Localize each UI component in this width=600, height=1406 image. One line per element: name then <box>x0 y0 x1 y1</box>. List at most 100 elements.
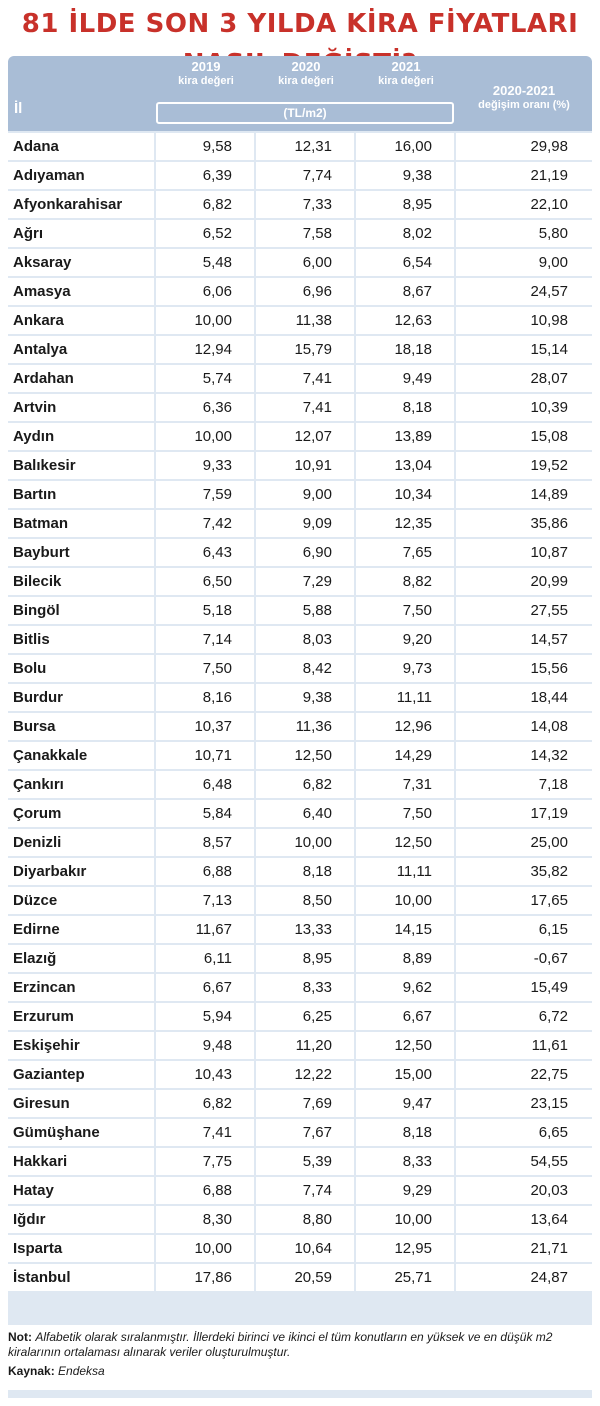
table-row: Burdur 8,16 9,38 11,11 18,44 <box>8 683 592 712</box>
cell-2020: 8,42 <box>256 655 354 682</box>
cell-il: Çorum <box>8 800 154 827</box>
cell-change: 23,15 <box>456 1090 592 1117</box>
cell-change: 24,87 <box>456 1264 592 1291</box>
cell-2020: 7,74 <box>256 1177 354 1204</box>
cell-2019: 6,11 <box>156 945 254 972</box>
footer-source: Kaynak: Endeksa <box>8 1364 592 1379</box>
cell-change: 10,87 <box>456 539 592 566</box>
cell-2019: 5,84 <box>156 800 254 827</box>
cell-il: Bolu <box>8 655 154 682</box>
cell-2020: 10,64 <box>256 1235 354 1262</box>
cell-2021: 9,62 <box>356 974 454 1001</box>
table-row: Batman 7,42 9,09 12,35 35,86 <box>8 509 592 538</box>
table-row: Denizli 8,57 10,00 12,50 25,00 <box>8 828 592 857</box>
cell-change: 5,80 <box>456 220 592 247</box>
cell-il: Erzincan <box>8 974 154 1001</box>
cell-2020: 6,25 <box>256 1003 354 1030</box>
table-row: Çanakkale 10,71 12,50 14,29 14,32 <box>8 741 592 770</box>
cell-2020: 6,96 <box>256 278 354 305</box>
table-row: Adana 9,58 12,31 16,00 29,98 <box>8 132 592 161</box>
cell-il: Aydın <box>8 423 154 450</box>
table-row: Elazığ 6,11 8,95 8,89 -0,67 <box>8 944 592 973</box>
table-row: Aydın 10,00 12,07 13,89 15,08 <box>8 422 592 451</box>
table-row: Eskişehir 9,48 11,20 12,50 11,61 <box>8 1031 592 1060</box>
cell-il: Aksaray <box>8 249 154 276</box>
cell-2021: 8,67 <box>356 278 454 305</box>
cell-change: 14,32 <box>456 742 592 769</box>
table-row: Iğdır 8,30 8,80 10,00 13,64 <box>8 1205 592 1234</box>
table-row: Balıkesir 9,33 10,91 13,04 19,52 <box>8 451 592 480</box>
cell-2021: 16,00 <box>356 133 454 160</box>
footer-note: Not: Alfabetik olarak sıralanmıştır. İll… <box>8 1330 592 1360</box>
cell-il: Çanakkale <box>8 742 154 769</box>
cell-2021: 18,18 <box>356 336 454 363</box>
cell-il: Denizli <box>8 829 154 856</box>
cell-change: 25,00 <box>456 829 592 856</box>
cell-change: 20,99 <box>456 568 592 595</box>
cell-2020: 7,29 <box>256 568 354 595</box>
cell-2021: 7,50 <box>356 597 454 624</box>
cell-2021: 14,29 <box>356 742 454 769</box>
cell-2020: 7,58 <box>256 220 354 247</box>
cell-il: Bursa <box>8 713 154 740</box>
cell-2019: 6,48 <box>156 771 254 798</box>
cell-change: 9,00 <box>456 249 592 276</box>
cell-2021: 9,47 <box>356 1090 454 1117</box>
cell-il: Gümüşhane <box>8 1119 154 1146</box>
cell-2019: 7,42 <box>156 510 254 537</box>
cell-2020: 5,39 <box>256 1148 354 1175</box>
cell-2020: 7,67 <box>256 1119 354 1146</box>
cell-il: Giresun <box>8 1090 154 1117</box>
cell-2019: 7,75 <box>156 1148 254 1175</box>
cell-2020: 12,31 <box>256 133 354 160</box>
source-text: Endeksa <box>58 1364 105 1378</box>
cell-2021: 13,04 <box>356 452 454 479</box>
cell-il: Diyarbakır <box>8 858 154 885</box>
cell-2021: 9,38 <box>356 162 454 189</box>
cell-2019: 6,52 <box>156 220 254 247</box>
cell-2019: 6,88 <box>156 1177 254 1204</box>
cell-il: Burdur <box>8 684 154 711</box>
header-2020-year: 2020 <box>291 59 321 74</box>
cell-il: Hatay <box>8 1177 154 1204</box>
table-row: Hakkari 7,75 5,39 8,33 54,55 <box>8 1147 592 1176</box>
cell-2020: 8,80 <box>256 1206 354 1233</box>
cell-2020: 15,79 <box>256 336 354 363</box>
cell-2020: 11,38 <box>256 307 354 334</box>
header-change: 2020-2021 değişim oranı (%) <box>456 84 592 112</box>
cell-il: Batman <box>8 510 154 537</box>
cell-il: Adıyaman <box>8 162 154 189</box>
table-row: İstanbul 17,86 20,59 25,71 24,87 <box>8 1263 592 1292</box>
cell-2019: 6,67 <box>156 974 254 1001</box>
cell-2019: 11,67 <box>156 916 254 943</box>
table-row: Artvin 6,36 7,41 8,18 10,39 <box>8 393 592 422</box>
cell-2020: 12,50 <box>256 742 354 769</box>
cell-change: 14,57 <box>456 626 592 653</box>
table-row: Ağrı 6,52 7,58 8,02 5,80 <box>8 219 592 248</box>
table-row: Düzce 7,13 8,50 10,00 17,65 <box>8 886 592 915</box>
cell-2019: 10,00 <box>156 307 254 334</box>
table-row: Ardahan 5,74 7,41 9,49 28,07 <box>8 364 592 393</box>
cell-change: 13,64 <box>456 1206 592 1233</box>
table-row: Bursa 10,37 11,36 12,96 14,08 <box>8 712 592 741</box>
table-row: Hatay 6,88 7,74 9,29 20,03 <box>8 1176 592 1205</box>
cell-2020: 5,88 <box>256 597 354 624</box>
cell-2021: 7,50 <box>356 800 454 827</box>
cell-2021: 12,96 <box>356 713 454 740</box>
cell-2019: 12,94 <box>156 336 254 363</box>
cell-2019: 9,33 <box>156 452 254 479</box>
cell-2020: 11,20 <box>256 1032 354 1059</box>
cell-2020: 7,41 <box>256 394 354 421</box>
cell-il: Adana <box>8 133 154 160</box>
cell-2021: 10,00 <box>356 887 454 914</box>
table-row: Afyonkarahisar 6,82 7,33 8,95 22,10 <box>8 190 592 219</box>
cell-change: 24,57 <box>456 278 592 305</box>
table-row: Bitlis 7,14 8,03 9,20 14,57 <box>8 625 592 654</box>
cell-il: Bitlis <box>8 626 154 653</box>
cell-il: Bayburt <box>8 539 154 566</box>
cell-2020: 9,00 <box>256 481 354 508</box>
cell-il: Artvin <box>8 394 154 421</box>
cell-change: 15,56 <box>456 655 592 682</box>
cell-il: Edirne <box>8 916 154 943</box>
cell-2021: 12,95 <box>356 1235 454 1262</box>
